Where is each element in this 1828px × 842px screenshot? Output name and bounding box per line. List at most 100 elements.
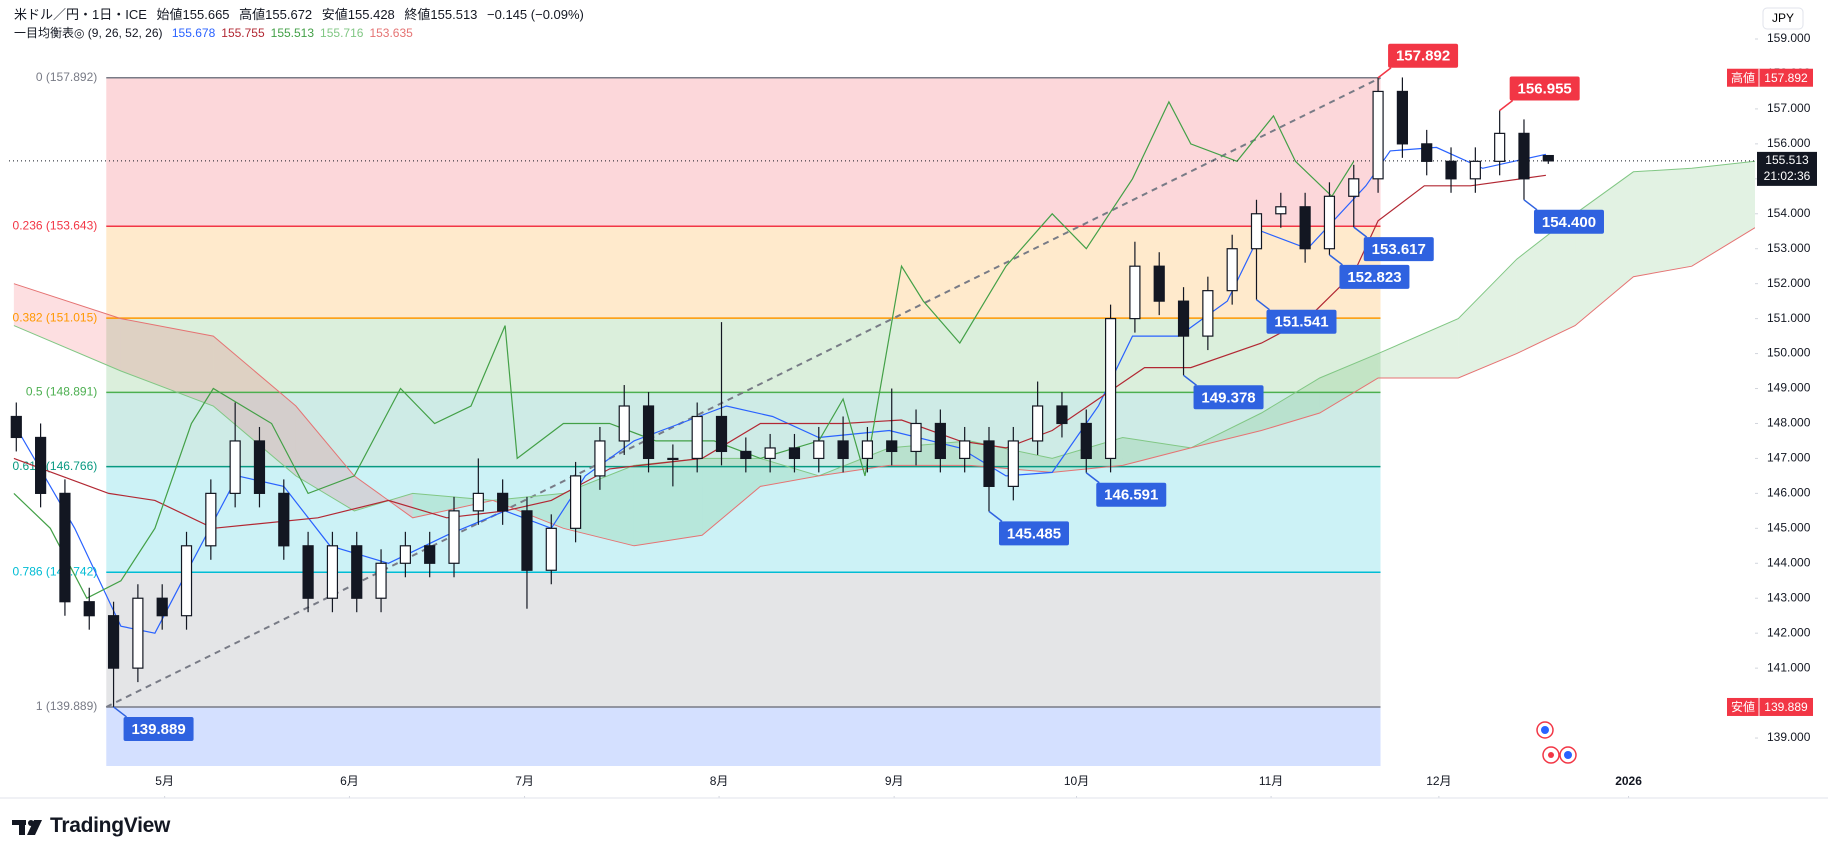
candle-body bbox=[1129, 265, 1141, 320]
candle-body bbox=[472, 492, 484, 512]
candle-body bbox=[910, 422, 922, 453]
callout-box bbox=[1193, 385, 1264, 410]
y-tick-label: 154.000 bbox=[1767, 206, 1811, 220]
cloud-fill bbox=[1633, 168, 1692, 277]
price-tag-box bbox=[1727, 68, 1813, 87]
y-tick-label: 153.000 bbox=[1767, 241, 1811, 255]
indicator-value: 155.678 bbox=[171, 26, 216, 40]
candle-body bbox=[886, 440, 898, 453]
cloud-fill bbox=[1378, 318, 1459, 379]
cloud-fill bbox=[702, 458, 761, 536]
candle-body bbox=[1250, 213, 1263, 250]
candle-body bbox=[788, 447, 801, 460]
cloud-fill bbox=[633, 458, 703, 546]
x-tick-label: 2026 bbox=[1615, 774, 1642, 788]
cloud-fill bbox=[295, 405, 355, 511]
callout-pointer bbox=[1256, 299, 1270, 311]
candle-body bbox=[1542, 154, 1554, 162]
candle-body bbox=[132, 597, 144, 669]
logo bbox=[12, 820, 42, 835]
cloud-fill bbox=[889, 440, 970, 466]
logo-part bbox=[27, 820, 42, 835]
ohlc-low: 安値155.428 bbox=[321, 7, 395, 22]
fib-label: 0.786 (143.742) bbox=[13, 564, 98, 578]
callout-label: 145.485 bbox=[1007, 525, 1061, 542]
x-tick-label: 12月 bbox=[1426, 774, 1451, 788]
callout-pointer bbox=[1328, 254, 1343, 266]
x-tick-label: 7月 bbox=[515, 774, 534, 788]
ohlc-close: 終値155.513 bbox=[404, 7, 478, 22]
candle-body bbox=[10, 415, 22, 439]
callout-pointer bbox=[1377, 67, 1392, 79]
ohlc-open: 始値155.665 bbox=[156, 7, 230, 22]
candle-body bbox=[1056, 405, 1068, 425]
callout-box bbox=[1339, 264, 1410, 289]
candle-body bbox=[229, 440, 241, 494]
callout-box bbox=[1266, 309, 1337, 334]
callout-box bbox=[998, 521, 1069, 546]
last-price-label: 155.513 bbox=[1765, 153, 1809, 167]
candle-body bbox=[205, 492, 217, 547]
callout-box bbox=[1533, 209, 1604, 234]
x-tick-label: 9月 bbox=[885, 774, 904, 788]
callout-box bbox=[1096, 482, 1167, 507]
span-b bbox=[13, 227, 1756, 547]
x-tick-label: 11月 bbox=[1259, 774, 1283, 788]
last-price-box bbox=[1757, 151, 1817, 186]
candle-body bbox=[1421, 143, 1433, 162]
candle-body bbox=[1177, 300, 1190, 337]
candle-body bbox=[1202, 290, 1214, 337]
indicator-value: 153.635 bbox=[369, 26, 413, 40]
plot-layer: 0 (157.892) 0.236 (153.643) 0.382 (151.015… bbox=[9, 43, 1756, 741]
y-tick-label: 144.000 bbox=[1767, 555, 1811, 569]
candle-body bbox=[1445, 160, 1457, 180]
indicator-name[interactable]: 一目均衡表◎ (9, 26, 52, 26) bbox=[14, 26, 163, 40]
fib-label: 1 (139.889) bbox=[36, 699, 97, 713]
callout-pointer bbox=[113, 706, 128, 718]
candle-body bbox=[1372, 90, 1384, 180]
callout-label: 146.591 bbox=[1104, 487, 1158, 504]
indicator-value: 155.716 bbox=[320, 26, 364, 40]
countdown: 21:02:36 bbox=[1764, 169, 1811, 183]
event-flag bbox=[1541, 726, 1549, 734]
cloud-fill bbox=[1516, 213, 1576, 354]
change: −0.145 (−0.09%) bbox=[487, 7, 584, 22]
symbol-line: 米ドル／円・1日・ICE 始値155.665 高値155.672 安値155.4… bbox=[14, 6, 590, 24]
callout-pointer bbox=[1499, 99, 1514, 112]
candle-body bbox=[302, 545, 314, 599]
event-icons bbox=[1536, 721, 1577, 764]
y-tick-label: 152.000 bbox=[1767, 276, 1811, 290]
y-tick-label: 148.000 bbox=[1767, 416, 1811, 430]
fib-band bbox=[106, 226, 1381, 319]
candle-body bbox=[1469, 160, 1481, 180]
y-tick-label: 139.000 bbox=[1767, 730, 1811, 744]
candle-body bbox=[351, 545, 363, 599]
fib-label: 0.5 (148.891) bbox=[26, 385, 97, 399]
indicator-line bbox=[13, 146, 1547, 634]
price-axis-bg bbox=[1755, 0, 1828, 798]
currency-button[interactable] bbox=[1762, 7, 1804, 30]
candle-body bbox=[35, 436, 47, 494]
y-tick-label: 151.000 bbox=[1767, 311, 1811, 325]
candle-body bbox=[1323, 195, 1336, 250]
cloud-fill bbox=[1319, 353, 1379, 413]
candle-body bbox=[642, 405, 655, 460]
candle-body bbox=[618, 405, 630, 442]
callout-box bbox=[1509, 76, 1580, 101]
candle-body bbox=[253, 440, 266, 494]
fib-band bbox=[106, 706, 1381, 766]
fib-trend-line bbox=[105, 76, 1381, 708]
fib-label: 0.618 (146.766) bbox=[13, 459, 98, 473]
callout-pointer bbox=[1085, 472, 1100, 484]
y-tick-label: 157.000 bbox=[1767, 101, 1811, 115]
callout-label: 157.892 bbox=[1396, 48, 1450, 65]
price-tag-value: 139.889 bbox=[1764, 700, 1808, 714]
ohlc-high: 高値155.672 bbox=[239, 7, 313, 22]
indicator-line bbox=[13, 100, 1355, 600]
cloud-fill bbox=[213, 336, 296, 476]
callout-label: 156.955 bbox=[1518, 80, 1572, 97]
symbol[interactable]: 米ドル／円・1日・ICE bbox=[14, 7, 147, 22]
brand[interactable]: TradingView bbox=[50, 814, 171, 837]
y-tick-label: 149.000 bbox=[1767, 381, 1811, 395]
indicator-line bbox=[13, 174, 1546, 529]
